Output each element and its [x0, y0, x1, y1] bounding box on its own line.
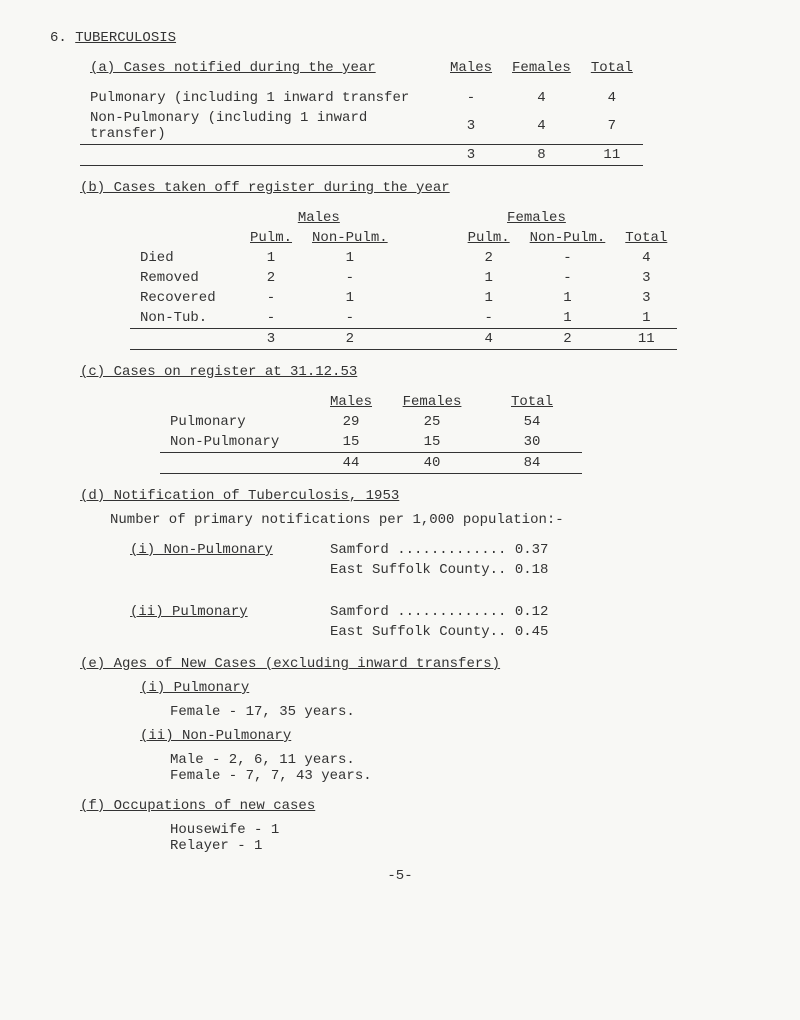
cell: -	[440, 88, 502, 108]
th-females: Females	[502, 58, 581, 78]
cell: 3	[615, 268, 677, 288]
cell: Non-Pulmonary (including 1 inward transf…	[80, 108, 440, 145]
table-c: Males Females Total Pulmonary 29 25 54 N…	[160, 392, 582, 474]
section-c: (c) Cases on register at 31.12.53 Males …	[80, 364, 750, 474]
cell: 11	[581, 145, 643, 166]
ei-label: (i) Pulmonary	[140, 680, 750, 696]
th-total: Total	[581, 58, 643, 78]
section-d: (d) Notification of Tuberculosis, 1953 N…	[80, 488, 750, 642]
cell: 30	[482, 432, 582, 453]
page-title: TUBERCULOSIS	[75, 30, 176, 46]
cell: 1	[520, 308, 616, 329]
cell: 2	[458, 248, 520, 268]
cell: 29	[320, 412, 382, 432]
cell: 3	[440, 108, 502, 145]
table-di: (i) Non-Pulmonary Samford ............. …	[120, 540, 558, 580]
cell: Non-Tub.	[130, 308, 240, 329]
table-a: (a) Cases notified during the year Males…	[80, 58, 643, 166]
f-r1: Housewife - 1	[170, 822, 750, 838]
cell: 84	[482, 453, 582, 474]
section-d-subtitle: Number of primary notifications per 1,00…	[110, 512, 750, 528]
page-footer: -5-	[50, 868, 750, 884]
cell: 1	[302, 248, 398, 268]
cell: 44	[320, 453, 382, 474]
th-total: Total	[615, 228, 677, 248]
section-a: (a) Cases notified during the year Males…	[80, 58, 750, 166]
th-total: Total	[482, 392, 582, 412]
section-c-title: (c) Cases on register at 31.12.53	[80, 364, 750, 380]
cell: 40	[382, 453, 482, 474]
th-females: Females	[382, 392, 482, 412]
cell: 1	[240, 248, 302, 268]
cell: Samford ............. 0.12	[320, 602, 558, 622]
cell: Samford ............. 0.37	[320, 540, 558, 560]
section-e: (e) Ages of New Cases (excluding inward …	[80, 656, 750, 784]
cell: 3	[240, 329, 302, 350]
cell: 11	[615, 329, 677, 350]
cell: East Suffolk County.. 0.45	[320, 622, 558, 642]
th-nonpulm: Non-Pulm.	[302, 228, 398, 248]
cell: 15	[382, 432, 482, 453]
section-f: (f) Occupations of new cases Housewife -…	[80, 798, 750, 854]
cell: Died	[130, 248, 240, 268]
cell: 7	[581, 108, 643, 145]
th-males: Males	[240, 208, 398, 228]
cell: 4	[458, 329, 520, 350]
cell: 3	[440, 145, 502, 166]
eii-line1: Male - 2, 6, 11 years.	[170, 752, 750, 768]
eii-label: (ii) Non-Pulmonary	[140, 728, 750, 744]
cell: 4	[581, 88, 643, 108]
cell: -	[458, 308, 520, 329]
cell: Pulmonary (including 1 inward transfer	[80, 88, 440, 108]
cell: 4	[502, 88, 581, 108]
cell: 25	[382, 412, 482, 432]
cell: 3	[615, 288, 677, 308]
cell: 2	[302, 329, 398, 350]
cell: East Suffolk County.. 0.18	[320, 560, 558, 580]
th-males: Males	[440, 58, 502, 78]
cell: 8	[502, 145, 581, 166]
cell: 15	[320, 432, 382, 453]
ei-line: Female - 17, 35 years.	[170, 704, 750, 720]
th-females: Females	[458, 208, 616, 228]
di-label: (i) Non-Pulmonary	[120, 540, 320, 580]
cell: -	[520, 248, 616, 268]
cell: 1	[520, 288, 616, 308]
th-pulm: Pulm.	[458, 228, 520, 248]
cell: 1	[458, 268, 520, 288]
section-d-title: (d) Notification of Tuberculosis, 1953	[80, 488, 750, 504]
cell: -	[240, 288, 302, 308]
cell: Recovered	[130, 288, 240, 308]
section-a-title: (a) Cases notified during the year	[80, 58, 440, 78]
page-header: 6. TUBERCULOSIS	[50, 30, 750, 46]
table-b: Males Females Pulm. Non-Pulm. Pulm. Non-…	[130, 208, 677, 350]
cell: 1	[615, 308, 677, 329]
cell: 1	[458, 288, 520, 308]
cell: 4	[615, 248, 677, 268]
cell: Removed	[130, 268, 240, 288]
cell: Pulmonary	[160, 412, 320, 432]
cell: 2	[520, 329, 616, 350]
section-e-title: (e) Ages of New Cases (excluding inward …	[80, 656, 500, 672]
cell: -	[302, 268, 398, 288]
section-f-title: (f) Occupations of new cases	[80, 798, 750, 814]
cell: -	[240, 308, 302, 329]
section-b: (b) Cases taken off register during the …	[80, 180, 750, 350]
cell: Non-Pulmonary	[160, 432, 320, 453]
f-r2: Relayer - 1	[170, 838, 750, 854]
dii-label: (ii) Pulmonary	[120, 602, 320, 642]
cell: 4	[502, 108, 581, 145]
th-males: Males	[320, 392, 382, 412]
page-number: 6.	[50, 30, 67, 46]
cell: -	[520, 268, 616, 288]
cell: -	[302, 308, 398, 329]
section-b-title: (b) Cases taken off register during the …	[80, 180, 750, 196]
th-pulm: Pulm.	[240, 228, 302, 248]
eii-line2: Female - 7, 7, 43 years.	[170, 768, 750, 784]
cell: 1	[302, 288, 398, 308]
cell: 54	[482, 412, 582, 432]
table-dii: (ii) Pulmonary Samford ............. 0.1…	[120, 602, 558, 642]
cell: 2	[240, 268, 302, 288]
th-nonpulm: Non-Pulm.	[520, 228, 616, 248]
